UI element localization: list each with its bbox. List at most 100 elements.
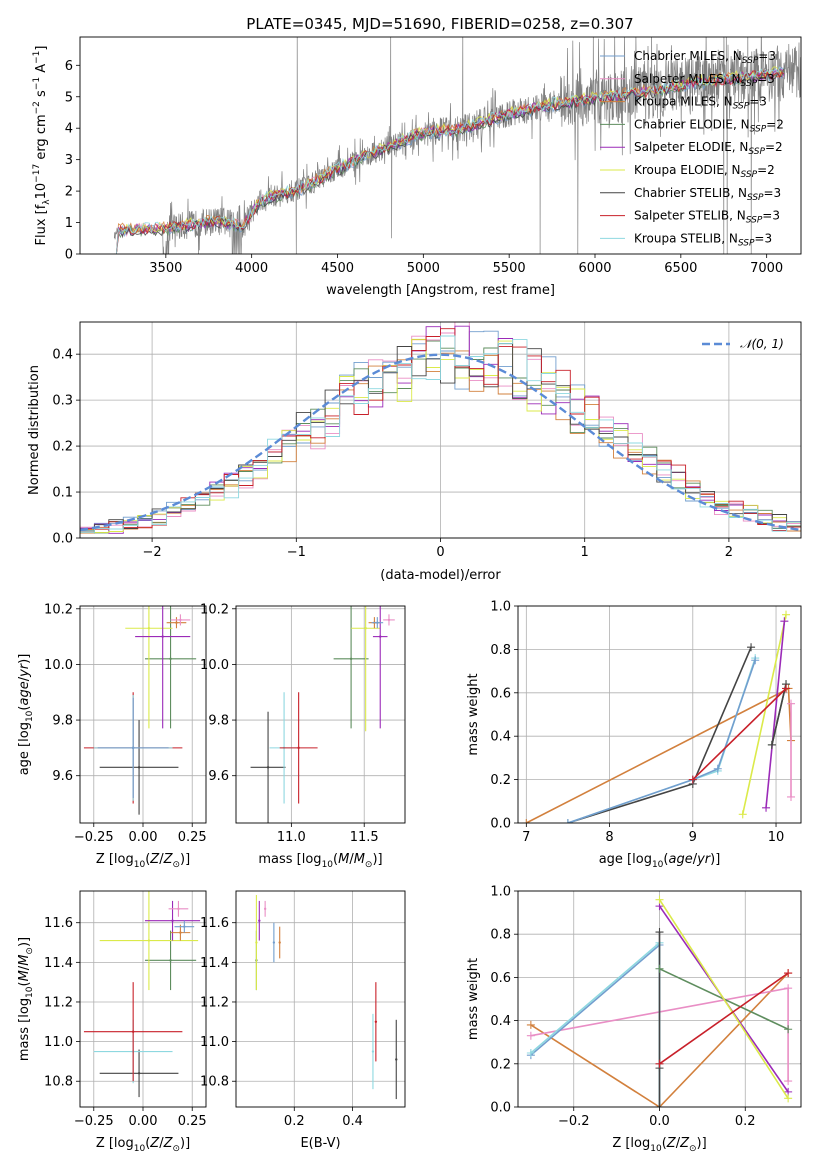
- label-part: Z: [163, 852, 174, 867]
- weight-line-krou_stelib: [530, 941, 661, 1107]
- y-tick-label: 0.4: [490, 1014, 511, 1029]
- x-tick-label: 7: [522, 830, 530, 845]
- x-tick-label: 0.25: [178, 830, 207, 845]
- plot-area-age_vs_mass: [250, 606, 395, 823]
- legend-text: Chabrier ELODIE, N: [634, 117, 750, 131]
- label-part: Z: [149, 852, 160, 867]
- label-part: M: [17, 955, 32, 966]
- axes-frame: [235, 605, 406, 824]
- point-krou_miles: [179, 931, 182, 934]
- point-salp_stelib: [374, 1020, 378, 1023]
- label-part: Normed distribution: [27, 365, 42, 495]
- x-tick-label: 9: [689, 830, 697, 845]
- label-part: )]: [697, 1136, 707, 1151]
- panel-weight_vs_Z: −0.2 0.0 0.20.00.20.40.60.81.0Z [log10(Z/Z…: [466, 885, 802, 1154]
- point-krou_miles: [175, 621, 178, 624]
- panel-age_vs_Z: −0.25 0.00 0.259.69.810.010.2Z [log10(Z/Z⊙…: [17, 602, 207, 870]
- legend-entry-salp_stelib: Salpeter STELIB, NSSP=3: [634, 209, 780, 226]
- legend-text: Chabrier MILES, N: [634, 49, 742, 63]
- y-tick-label: 0.6: [490, 971, 511, 986]
- x-tick-label: 8: [605, 830, 613, 845]
- x-axis-label: wavelength [Angstrom, rest frame]: [326, 283, 555, 298]
- x-tick-label: 0.2: [284, 1114, 305, 1129]
- legend-sub: SSP: [738, 238, 755, 248]
- label-part: ⊙: [689, 1144, 697, 1154]
- label-part: M: [338, 852, 349, 867]
- y-tick-label: 6: [65, 59, 73, 74]
- y-tick-label: 10.2: [44, 602, 73, 617]
- panel-spectrum: 3500 4000 4500 5000 5500 6000 6500 7000 0 1 2 3 4 5 6 F…: [32, 36, 802, 298]
- x-tick-label: 10: [768, 830, 785, 845]
- legend-sub: SSP: [748, 147, 765, 157]
- point-salp_stelib: [131, 1030, 135, 1033]
- label-part: s: [34, 90, 49, 101]
- y-tick-label: 2: [65, 185, 73, 200]
- panel-residuals: −2 −1 0 1 2 0.0 0.1 0.2 0.3 0.4 𝒩(0, 1) Normed dist…: [27, 321, 802, 583]
- label-part: )]: [710, 852, 720, 867]
- label-part: 10: [652, 860, 664, 870]
- weight-marker-salp_elodie: [762, 803, 771, 812]
- point-chab_elodie: [169, 657, 172, 661]
- label-part: age [log: [17, 722, 32, 775]
- legend-entry-chab_stelib: Chabrier STELIB, NSSP=3: [634, 186, 781, 203]
- label-part: /: [17, 965, 32, 970]
- label-part: )]: [17, 937, 32, 947]
- point-krou_stelib: [371, 1050, 375, 1053]
- y-tick-label: 1.0: [490, 885, 511, 900]
- y-tick-label: 11.4: [200, 956, 229, 971]
- label-part: Z [log: [96, 852, 134, 867]
- label-part: yr: [17, 662, 32, 678]
- weight-marker-chab_stelib: [655, 928, 664, 937]
- x-axis-label: Z [log10(Z/Z⊙)]: [612, 1136, 706, 1154]
- weight-marker-salp_miles: [787, 792, 796, 801]
- legend-text: Kroupa MILES, N: [634, 95, 733, 109]
- x-axis-label: mass [log10(M/M⊙)]: [258, 852, 382, 870]
- legend-sub: SSP: [741, 170, 758, 180]
- x-axis-label: Z [log10(Z/Z⊙)]: [96, 1136, 190, 1154]
- x-axis-label: Z [log10(Z/Z⊙)]: [96, 852, 190, 870]
- y-axis-label: Normed distribution: [27, 365, 42, 495]
- weight-marker-chab_stelib: [747, 643, 756, 652]
- y-tick-label: 11.2: [44, 995, 73, 1010]
- y-tick-label: 0.2: [490, 773, 511, 788]
- weight-marker-chab_miles: [563, 819, 572, 823]
- label-part: Z: [163, 1136, 174, 1151]
- label-part: (: [333, 852, 338, 867]
- weight-line-salp_stelib: [692, 687, 787, 781]
- point-krou_elodie: [364, 627, 367, 630]
- legend-text: Salpeter STELIB, N: [634, 209, 746, 223]
- weight-line-chab_miles: [530, 943, 661, 1107]
- y-tick-label: 11.0: [44, 1035, 73, 1050]
- label-part: mass weight: [466, 673, 481, 755]
- label-part: M: [354, 852, 365, 867]
- point-chab_miles: [183, 925, 186, 928]
- label-part: Z [log: [96, 1136, 134, 1151]
- weight-marker-krou_miles: [526, 1020, 535, 1029]
- label-part: 10: [25, 986, 35, 998]
- label-part: 10: [322, 860, 334, 870]
- label-part: 10: [134, 860, 146, 870]
- legend-text: Kroupa ELODIE, N: [634, 163, 741, 177]
- normal-curve: [80, 353, 801, 532]
- point-chab_miles: [131, 746, 135, 750]
- weight-line-chab_stelib: [567, 646, 752, 823]
- label-part: ]: [34, 46, 49, 51]
- panel-mass_vs_ebv: 0.2 0.4 10.8 11.0 11.2 11.4 11.6 E(B-V): [200, 890, 406, 1151]
- legend-entry-salp_miles: Salpeter MILES, NSSP=3: [634, 72, 775, 89]
- weight-line-chab_stelib: [771, 683, 787, 746]
- legend-sub: SSP: [746, 216, 763, 226]
- residual-hist-krou_stelib: [80, 335, 801, 533]
- y-tick-label: 0: [65, 248, 73, 263]
- legend-sub: SSP: [741, 79, 758, 89]
- weight-marker-salp_stelib: [688, 775, 697, 784]
- legend-text: Chabrier STELIB, N: [634, 186, 747, 200]
- legend-entry-salp_elodie: Salpeter ELODIE, NSSP=2: [634, 140, 783, 157]
- point-krou_elodie: [147, 939, 151, 942]
- y-tick-label: 11.2: [200, 995, 229, 1010]
- y-tick-label: 0.2: [52, 440, 73, 455]
- label-part: /: [159, 1136, 164, 1151]
- point-salp_miles: [263, 907, 267, 911]
- x-tick-label: 4500: [321, 261, 354, 276]
- plot-area-mass_vs_Z: [83, 891, 201, 1098]
- y-tick-label: 1.0: [490, 600, 511, 615]
